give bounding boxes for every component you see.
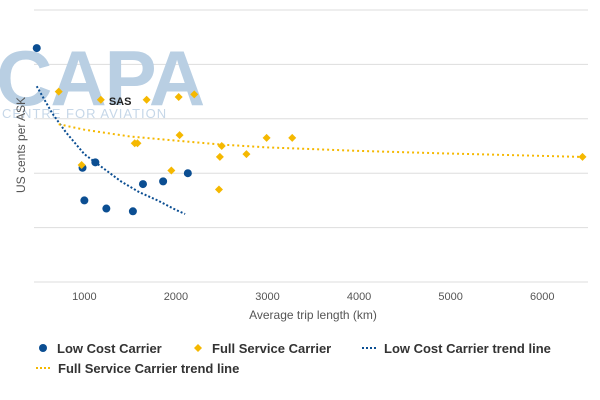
data-point-full-service [578, 152, 587, 161]
y-axis-title: US cents per ASK [14, 97, 28, 193]
x-axis-title: Average trip length (km) [249, 308, 377, 322]
legend-label: Full Service Carrier trend line [58, 361, 239, 376]
data-point-full-service [214, 185, 223, 194]
data-point-low-cost [91, 158, 100, 167]
legend: Low Cost Carrier Full Service Carrier Low … [36, 341, 551, 376]
x-tick-label: 3000 [255, 291, 279, 303]
data-point-low-cost [80, 196, 89, 205]
data-point-low-cost [183, 169, 192, 178]
legend-label: Full Service Carrier [212, 341, 331, 356]
data-point-full-service [288, 133, 297, 142]
data-point-full-service [242, 150, 251, 159]
data-points [32, 44, 587, 216]
data-point-full-service [215, 152, 224, 161]
x-tick-label: 6000 [530, 291, 554, 303]
data-point-full-service [262, 133, 271, 142]
data-point-low-cost [128, 207, 137, 216]
data-point-low-cost [138, 180, 147, 189]
grid-lines [34, 9, 588, 283]
data-point-full-service [167, 166, 176, 175]
legend-label: Low Cost Carrier trend line [384, 341, 551, 356]
capa-watermark-logo: CAPA CENTRE FOR AVIATION [0, 34, 206, 122]
legend-symbol [194, 344, 202, 352]
legend-label: Low Cost Carrier [57, 341, 162, 356]
data-point-full-service [54, 87, 63, 96]
x-tick-label: 2000 [164, 291, 188, 303]
data-point-full-service [77, 161, 86, 170]
annotation-label: SAS [109, 96, 132, 108]
x-tick-label: 4000 [347, 291, 371, 303]
x-axis-ticks: 1000 2000 3000 4000 5000 6000 [72, 291, 554, 303]
data-point-low-cost [159, 177, 168, 186]
annotations: SAS [109, 96, 132, 108]
data-point-low-cost [102, 204, 111, 213]
data-point-full-service [217, 142, 226, 150]
trend-lines [35, 85, 583, 215]
legend-symbol [39, 344, 47, 352]
data-point-full-service [96, 95, 105, 104]
watermark-tagline: CENTRE FOR AVIATION [2, 106, 167, 121]
x-tick-label: 5000 [438, 291, 462, 303]
data-point-full-service [174, 93, 183, 102]
series-line [35, 85, 186, 215]
data-point-full-service [133, 139, 142, 148]
data-point-full-service [175, 131, 184, 140]
data-point-low-cost [32, 44, 41, 53]
data-point-full-service [142, 95, 151, 104]
data-point-full-service [190, 90, 199, 99]
x-tick-label: 1000 [72, 291, 96, 303]
series-line [58, 123, 583, 158]
